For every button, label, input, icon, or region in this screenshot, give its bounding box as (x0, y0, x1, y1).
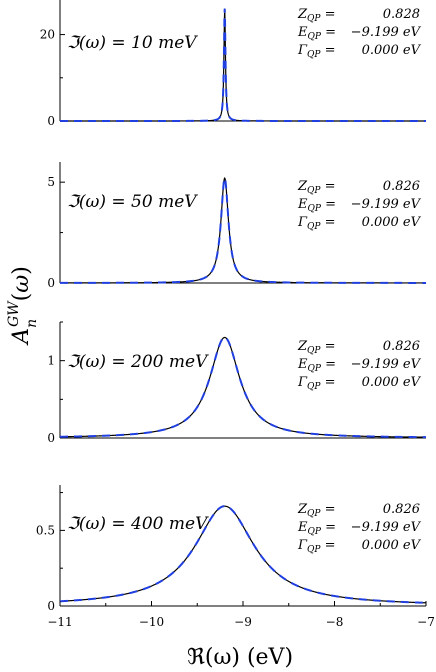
panel-label: ℑ(ω) = 200 meV (67, 352, 209, 372)
y-tick-label: 1 (47, 354, 55, 368)
annotation-symbol: ZQP = (297, 502, 336, 519)
annotation-value: 0.000 eV (362, 538, 422, 553)
y-tick-label: 20 (40, 28, 55, 42)
annotation-symbol: ΓQP = (297, 43, 336, 60)
annotation-value: 0.828 (383, 7, 420, 22)
x-tick-label: −11 (47, 615, 72, 629)
annotation-symbol: ZQP = (297, 179, 336, 196)
panel-4: 0 0.5 ℑ(ω) = 400 meV ZQP = 0.826 EQP = −9.199 … (36, 485, 427, 613)
annotation-value: 0.000 eV (362, 215, 422, 230)
panel-label: ℑ(ω) = 50 meV (67, 192, 198, 212)
y-tick-label: 0 (47, 599, 55, 613)
panel-label: ℑ(ω) = 10 meV (67, 33, 198, 53)
annotation-value: −9.199 eV (351, 25, 422, 40)
panel-label: ℑ(ω) = 400 meV (67, 514, 209, 534)
panel-3: 0 1 ℑ(ω) = 200 meV ZQP = 0.826 EQP = −9.199 eV… (47, 321, 427, 445)
spectral-curve-dashed (60, 336, 427, 439)
shared-x-axis: −11 −10 −9 −8 −7 (47, 601, 435, 629)
annotation-symbol: ZQP = (297, 339, 336, 356)
annotation-value: 0.826 (383, 179, 420, 194)
annotation-value: 0.826 (383, 339, 420, 354)
annotation-value: 0.826 (383, 502, 420, 517)
x-tick-label: −8 (326, 615, 344, 629)
y-tick-label: 0 (47, 114, 55, 128)
annotation-symbol: EQP = (297, 520, 336, 537)
panels-group: 0 20 ℑ(ω) = 10 meV ZQP = 0.828 EQP = −9.199 eV… (36, 0, 427, 613)
annotation-value: 0.000 eV (362, 43, 422, 58)
y-tick-label: 0 (47, 276, 55, 290)
annotation-symbol: EQP = (297, 197, 336, 214)
y-tick-label: 0 (47, 431, 55, 445)
y-tick-label: 0.5 (36, 523, 55, 537)
x-tick-label: −10 (139, 615, 164, 629)
annotation-symbol: ΓQP = (297, 538, 336, 555)
annotation-symbol: EQP = (297, 357, 336, 374)
annotation-value: −9.199 eV (351, 357, 422, 372)
annotation-value: −9.199 eV (351, 520, 422, 535)
panel-1: 0 20 ℑ(ω) = 10 meV ZQP = 0.828 EQP = −9.199 eV… (40, 0, 426, 128)
annotation-symbol: ΓQP = (297, 375, 336, 392)
panel-2: 0 5 ℑ(ω) = 50 meV ZQP = 0.826 EQP = −9.199 eV Γ… (47, 162, 426, 290)
x-tick-label: −9 (234, 615, 252, 629)
annotation-symbol: ΓQP = (297, 215, 336, 232)
annotation-value: 0.000 eV (362, 375, 422, 390)
x-tick-label: −7 (417, 615, 435, 629)
annotation-symbol: ZQP = (297, 7, 336, 24)
x-axis-title: ℜ(ω) (eV) (187, 645, 293, 670)
spectral-curve-dashed (60, 176, 426, 284)
y-axis-title: AnGW(ω) (6, 266, 40, 346)
spectral-curve-dashed (59, 505, 427, 604)
annotation-symbol: EQP = (297, 25, 336, 42)
y-tick-label: 5 (47, 175, 55, 189)
spectral-curve-dashed (60, 8, 426, 122)
annotation-value: −9.199 eV (351, 197, 422, 212)
